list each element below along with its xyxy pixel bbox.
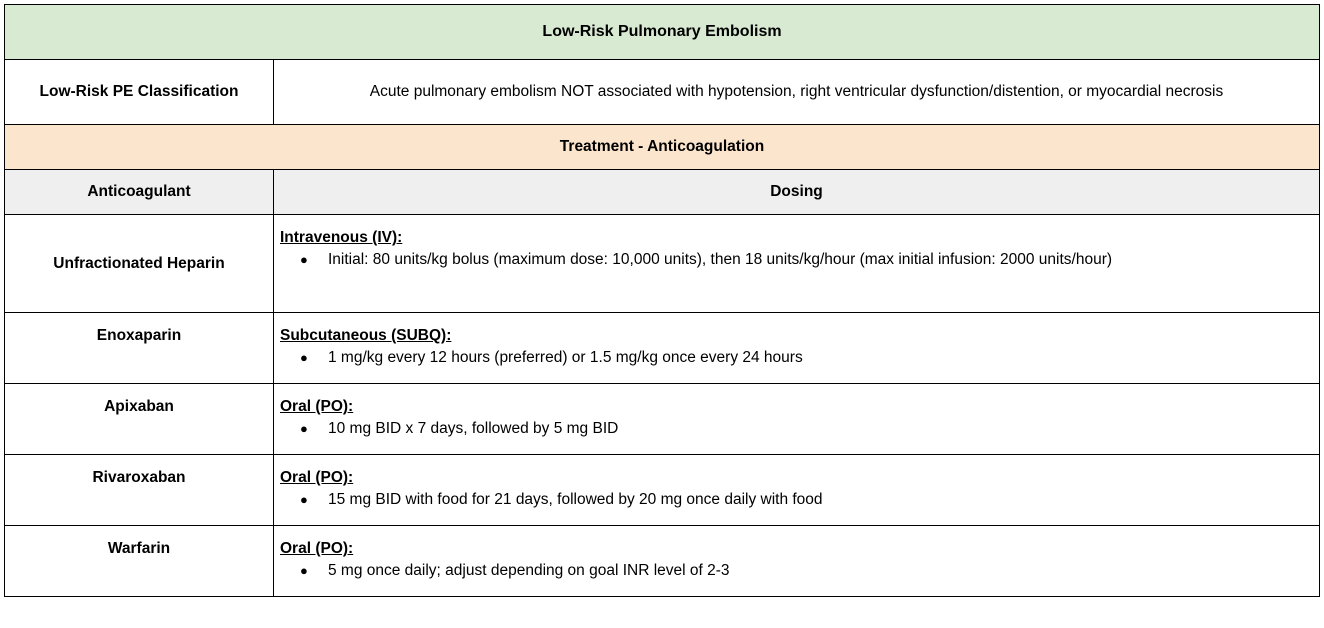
dosing-list: Initial: 80 units/kg bolus (maximum dose…	[280, 249, 1313, 271]
column-header-anticoagulant: Anticoagulant	[4, 169, 274, 215]
table-title: Low-Risk Pulmonary Embolism	[4, 4, 1320, 60]
route-label: Oral (PO):	[280, 469, 354, 486]
classification-row: Low-Risk PE Classification Acute pulmona…	[4, 59, 1320, 125]
table-row: Enoxaparin Subcutaneous (SUBQ): 1 mg/kg …	[4, 312, 1320, 384]
dosing-cell: Oral (PO): 5 mg once daily; adjust depen…	[273, 525, 1320, 597]
dosing-cell: Intravenous (IV): Initial: 80 units/kg b…	[273, 214, 1320, 313]
table-row: Warfarin Oral (PO): 5 mg once daily; adj…	[4, 525, 1320, 597]
drug-name: Enoxaparin	[4, 312, 274, 384]
column-header-dosing: Dosing	[273, 169, 1320, 215]
route-label: Intravenous (IV):	[280, 229, 403, 246]
dosing-item: 10 mg BID x 7 days, followed by 5 mg BID	[300, 418, 1313, 440]
low-risk-pe-table: Low-Risk Pulmonary Embolism Low-Risk PE …	[4, 4, 1320, 597]
dosing-list: 5 mg once daily; adjust depending on goa…	[280, 560, 1313, 582]
drug-name: Apixaban	[4, 383, 274, 455]
dosing-list: 10 mg BID x 7 days, followed by 5 mg BID	[280, 418, 1313, 440]
header-row: Anticoagulant Dosing	[4, 169, 1320, 215]
table-row: Rivaroxaban Oral (PO): 15 mg BID with fo…	[4, 454, 1320, 526]
dosing-item: 5 mg once daily; adjust depending on goa…	[300, 560, 1313, 582]
section-row: Treatment - Anticoagulation	[4, 124, 1320, 170]
classification-label: Low-Risk PE Classification	[4, 59, 274, 125]
dosing-item: Initial: 80 units/kg bolus (maximum dose…	[300, 249, 1313, 271]
dosing-cell: Oral (PO): 15 mg BID with food for 21 da…	[273, 454, 1320, 526]
drug-name: Warfarin	[4, 525, 274, 597]
dosing-item: 1 mg/kg every 12 hours (preferred) or 1.…	[300, 347, 1313, 369]
route-label: Oral (PO):	[280, 398, 354, 415]
route-label: Oral (PO):	[280, 540, 354, 557]
dosing-list: 15 mg BID with food for 21 days, followe…	[280, 489, 1313, 511]
dosing-list: 1 mg/kg every 12 hours (preferred) or 1.…	[280, 347, 1313, 369]
dosing-cell: Oral (PO): 10 mg BID x 7 days, followed …	[273, 383, 1320, 455]
dosing-cell: Subcutaneous (SUBQ): 1 mg/kg every 12 ho…	[273, 312, 1320, 384]
drug-name: Unfractionated Heparin	[4, 214, 274, 313]
section-title: Treatment - Anticoagulation	[4, 124, 1320, 170]
route-label: Subcutaneous (SUBQ):	[280, 327, 452, 344]
table-row: Unfractionated Heparin Intravenous (IV):…	[4, 214, 1320, 313]
title-row: Low-Risk Pulmonary Embolism	[4, 4, 1320, 60]
table-row: Apixaban Oral (PO): 10 mg BID x 7 days, …	[4, 383, 1320, 455]
drug-name: Rivaroxaban	[4, 454, 274, 526]
dosing-item: 15 mg BID with food for 21 days, followe…	[300, 489, 1313, 511]
classification-text: Acute pulmonary embolism NOT associated …	[273, 59, 1320, 125]
